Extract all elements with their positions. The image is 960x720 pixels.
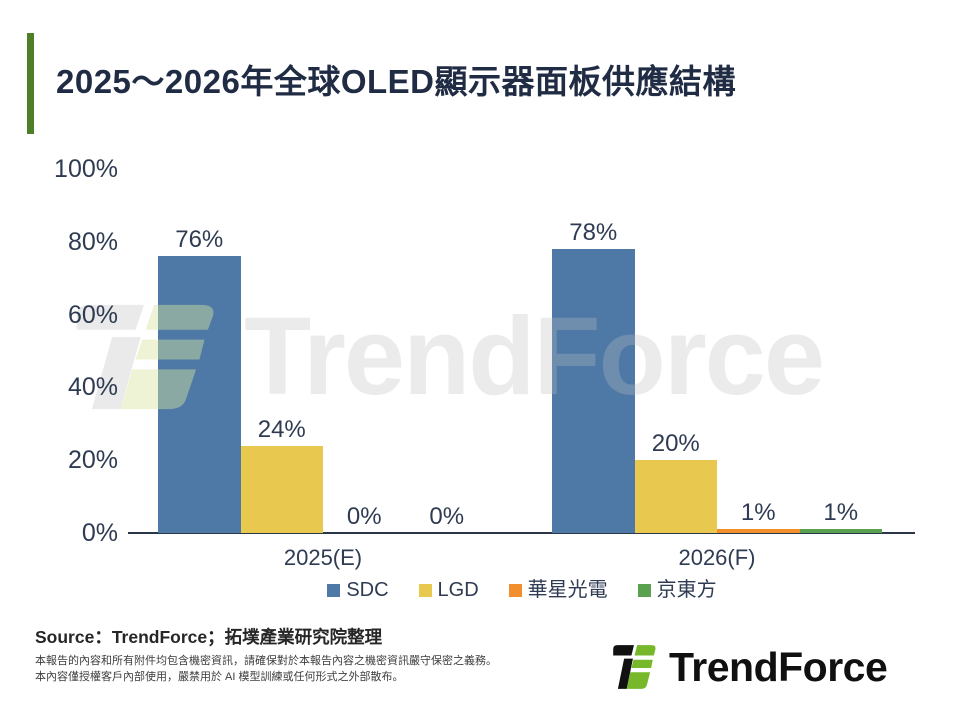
- y-axis-tick-label: 60%: [67, 300, 118, 329]
- y-axis-tick-label: 80%: [67, 227, 118, 256]
- legend-item-SDC: SDC: [327, 578, 389, 602]
- bar-value-label: 1%: [823, 499, 859, 526]
- bar-value-label: 0%: [346, 503, 382, 530]
- category-label-2025(E): 2025(E): [283, 545, 363, 570]
- x-axis-line: [128, 532, 915, 534]
- legend-label: 華星光電: [527, 579, 608, 601]
- page-title: 2025～2026年全球OLED顯示器面板供應結構: [56, 63, 736, 100]
- legend-item-京東方: 京東方: [637, 578, 717, 602]
- trendforce-logo-icon: [613, 645, 656, 689]
- source-text: Source：TrendForce；拓墣產業研究院整理: [35, 627, 383, 647]
- bar-SDC-2026(F): [552, 249, 635, 533]
- trendforce-logo-text: TrendForce: [669, 644, 888, 690]
- legend-label: SDC: [346, 579, 389, 601]
- y-axis-tick-label: 20%: [67, 446, 118, 475]
- bar-value-label: 78%: [569, 219, 618, 246]
- legend-item-LGD: LGD: [418, 578, 479, 602]
- legend-swatch: [508, 583, 522, 597]
- legend-label: LGD: [437, 579, 479, 601]
- title-accent-bar: [27, 33, 34, 134]
- bar-value-label: 20%: [651, 430, 700, 457]
- bar-SDC-2025(E): [158, 256, 241, 533]
- bar-LGD-2025(E): [240, 446, 323, 533]
- bar-京東方-2026(F): [799, 529, 882, 533]
- chart-legend: SDC LGD 華星光電 京東方: [84, 578, 960, 602]
- bar-LGD-2026(F): [634, 460, 717, 533]
- legend-swatch: [637, 583, 651, 597]
- disclaimer-line-2: 本內容僅授權客戶內部使用，嚴禁用於 AI 模型訓練或任何形式之外部散布。: [35, 671, 404, 683]
- bar-value-label: 76%: [175, 226, 224, 253]
- bar-value-label: 1%: [740, 499, 776, 526]
- category-label-2026(F): 2026(F): [678, 545, 756, 570]
- bar-華星光電-2026(F): [717, 529, 800, 533]
- trendforce-logo: TrendForce: [608, 640, 888, 694]
- disclaimer-line-1: 本報告的內容和所有附件均包含機密資訊，請確保對於本報告內容之機密資訊嚴守保密之義…: [35, 655, 497, 667]
- legend-item-華星光電: 華星光電: [508, 578, 608, 602]
- y-axis-tick-label: 100%: [54, 155, 118, 183]
- bar-value-label: 24%: [257, 416, 306, 443]
- legend-swatch: [327, 583, 341, 597]
- y-axis-tick-label: 40%: [67, 373, 118, 402]
- legend-swatch: [418, 583, 432, 597]
- y-axis-tick-label: 0%: [81, 519, 118, 547]
- legend-label: 京東方: [656, 579, 717, 601]
- bar-value-label: 0%: [429, 503, 465, 530]
